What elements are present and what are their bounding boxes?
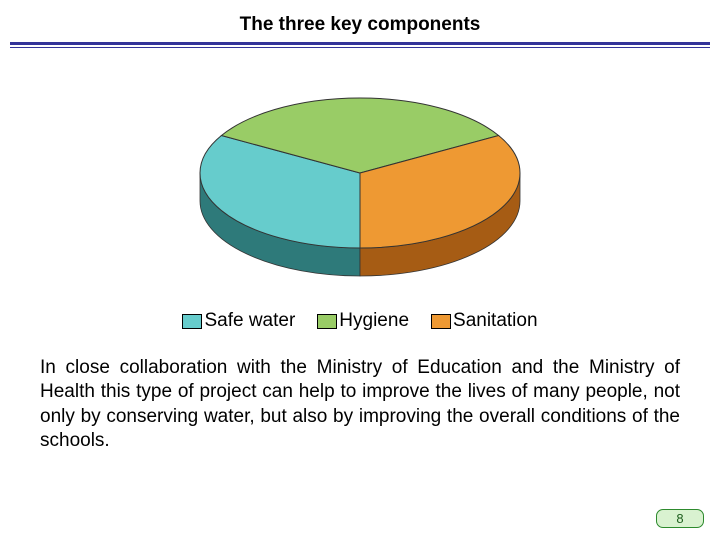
- legend-swatch: [317, 314, 337, 329]
- page-title: The three key components: [0, 14, 720, 36]
- title-underline: [10, 42, 710, 48]
- chart-legend: Safe water Hygiene Sanitation: [0, 310, 720, 332]
- legend-label: Sanitation: [453, 310, 538, 332]
- legend-item: Sanitation: [431, 310, 538, 332]
- legend-item: Hygiene: [317, 310, 409, 332]
- components-pie-chart: [180, 88, 540, 288]
- description-paragraph: In close collaboration with the Ministry…: [40, 356, 680, 453]
- legend-swatch: [431, 314, 451, 329]
- legend-item: Safe water: [182, 310, 295, 332]
- legend-swatch: [182, 314, 202, 329]
- page-number-badge: 8: [656, 509, 704, 528]
- legend-label: Safe water: [204, 310, 295, 332]
- legend-label: Hygiene: [339, 310, 409, 332]
